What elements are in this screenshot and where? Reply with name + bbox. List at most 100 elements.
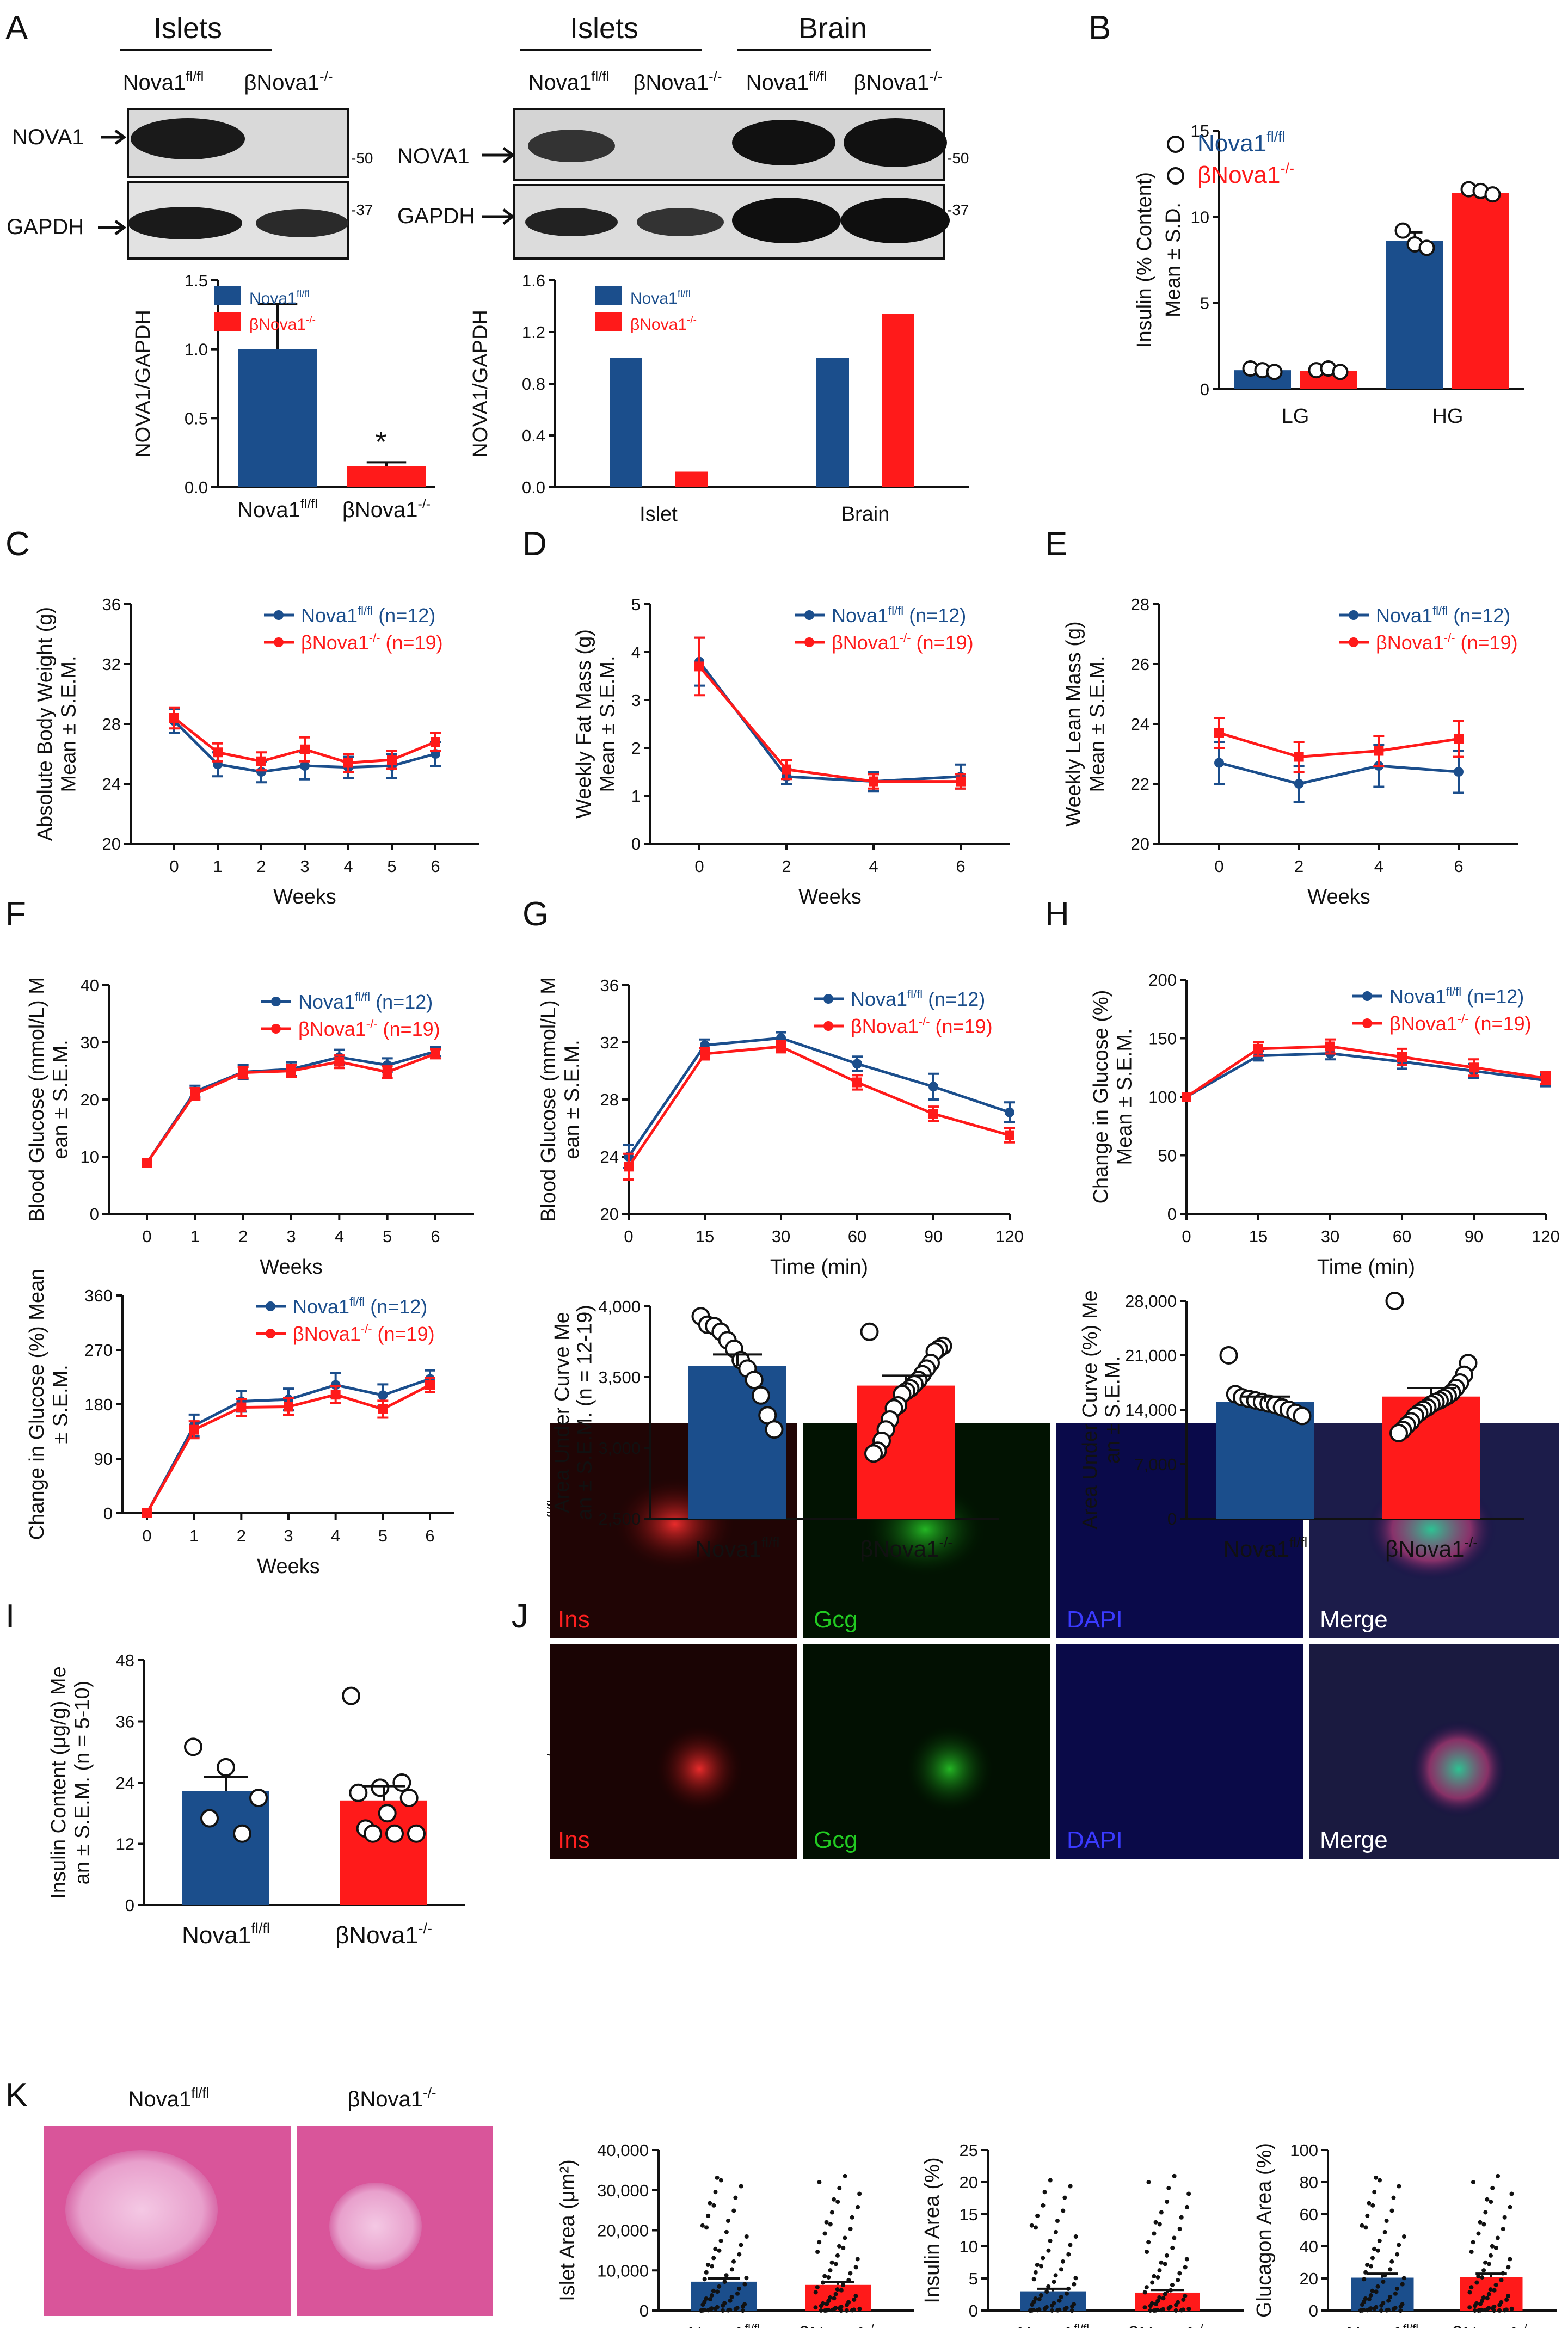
geno-ko-sup: -/- — [929, 68, 943, 84]
data-point — [715, 2175, 720, 2180]
data-point — [1472, 2308, 1477, 2313]
geno-wt: Nova1 — [123, 71, 186, 95]
panel-label-g: G — [522, 895, 549, 933]
data-point — [142, 1508, 152, 1518]
y-tick-label: 3 — [631, 691, 641, 710]
y-tick-label: 0 — [125, 1896, 134, 1915]
data-point — [1049, 2308, 1054, 2313]
data-point — [739, 2184, 743, 2189]
arrow-icon — [482, 208, 515, 225]
legend-label-sup: fl/fl — [1446, 985, 1461, 998]
data-point — [431, 737, 440, 747]
blot-label-nova1: NOVA1 — [397, 144, 470, 168]
data-point — [1144, 2285, 1149, 2290]
y-tick-label: 10,000 — [597, 2261, 649, 2280]
data-point — [1068, 2184, 1073, 2189]
islet-ins-ko — [656, 1725, 743, 1813]
x-category-label-sup: -/- — [866, 2322, 878, 2328]
data-point — [700, 1049, 710, 1059]
panel-label-e: E — [1045, 525, 1067, 563]
legend-marker — [1362, 991, 1372, 1001]
panel-label-d: D — [522, 525, 547, 563]
y-tick-label: 26 — [1131, 655, 1149, 674]
y-tick-label: 28 — [600, 1090, 619, 1109]
x-tick-label: 0 — [169, 857, 179, 876]
x-category-label-sup: -/- — [418, 496, 431, 512]
geno-wt-sup: fl/fl — [191, 2085, 209, 2101]
data-point — [745, 1371, 764, 1390]
data-point — [1181, 2297, 1186, 2302]
legend-label-base: βNova1 — [630, 316, 687, 334]
data-point — [833, 2292, 838, 2296]
data-point — [829, 2210, 834, 2215]
blot-lane-label-wt: Nova1fl/fl — [528, 68, 610, 95]
data-point — [733, 2195, 738, 2200]
legend-n: (n=12) — [1461, 985, 1524, 1008]
legend-label: Nova1fl/fl (n=12) — [298, 990, 433, 1013]
y-axis-label-line: an ± S.E.M. — [1101, 1356, 1124, 1464]
data-point — [1253, 1043, 1263, 1054]
data-point — [1177, 2227, 1182, 2232]
x-tick-label: 90 — [924, 1227, 943, 1246]
y-tick-label: 0 — [1167, 1509, 1177, 1528]
data-point — [833, 2306, 838, 2311]
data-point — [1471, 2240, 1475, 2245]
blot-band-gapdh-ko — [256, 209, 348, 237]
y-tick-label: 0 — [631, 834, 641, 853]
legend-n: (n=12) — [373, 604, 435, 626]
data-point — [850, 2215, 854, 2220]
data-point — [1031, 2308, 1036, 2313]
data-point — [1048, 2238, 1053, 2243]
y-tick-label: 4 — [631, 643, 641, 662]
legend-label-sup: -/- — [1444, 631, 1455, 644]
x-tick-label: 5 — [383, 1227, 392, 1246]
series-line — [627, 1036, 1010, 1158]
chart-I: 0 12 24 36 48 Insulin Content (μg/g) Mean ± S… — [47, 1651, 465, 1949]
geno-ko: βNova1 — [633, 71, 709, 95]
legend-label: Nova1fl/fl — [630, 288, 691, 308]
y-tick-label: 2,500 — [598, 1509, 641, 1528]
legend-label: Nova1fl/fl (n=12) — [301, 604, 435, 626]
data-point — [1042, 2190, 1047, 2195]
y-axis-label: Glucagon Area (%) — [1253, 2143, 1276, 2318]
data-point — [256, 756, 266, 766]
y-axis-label-line: Absolute Body Weight (g) — [34, 607, 57, 841]
data-point — [1145, 2250, 1149, 2255]
data-point — [1034, 2225, 1038, 2230]
legend-label-sup: -/- — [1458, 1012, 1469, 1025]
data-point — [1057, 2307, 1062, 2312]
data-point — [729, 2267, 734, 2272]
data-point — [1181, 2307, 1186, 2312]
data-point — [1480, 2275, 1485, 2280]
data-point — [833, 2262, 838, 2266]
x-category-label: LG — [1282, 405, 1309, 428]
data-point — [1073, 2276, 1078, 2281]
data-point — [702, 2300, 707, 2305]
bar — [688, 1366, 786, 1519]
data-point — [739, 2243, 743, 2247]
y-axis-label-line: Mean ± S.E.M. — [1114, 1028, 1136, 1165]
data-point — [169, 713, 179, 723]
y-tick-label: 20,000 — [597, 2221, 649, 2240]
blot-title-islets: Islets — [153, 12, 222, 45]
x-tick-label: 4 — [335, 1227, 344, 1246]
data-point — [1155, 2299, 1160, 2304]
bar — [347, 466, 426, 487]
legend-label-base: βNova1 — [1389, 1012, 1458, 1035]
x-category-label-sup: fl/fl — [761, 1534, 779, 1551]
data-point — [1155, 2275, 1160, 2280]
series-line — [627, 1045, 1010, 1168]
y-tick-label: 32 — [102, 655, 121, 674]
data-point — [300, 761, 310, 771]
legend-marker — [271, 1024, 281, 1034]
legend-label: βNova1-/- (n=19) — [298, 1017, 440, 1040]
x-category-label-base: βNova1 — [860, 1536, 939, 1562]
data-point — [1266, 364, 1283, 380]
y-axis-label-line: Area Under Curve (%) Me — [1079, 1290, 1102, 1529]
y-axis-label-line: an ± S.E.M. (n = 5-10) — [71, 1681, 94, 1885]
data-point — [1370, 2256, 1375, 2261]
y-tick-label: 15 — [960, 2205, 978, 2224]
data-point — [378, 1390, 388, 1401]
legend-label: βNova1-/- (n=19) — [1389, 1012, 1532, 1035]
